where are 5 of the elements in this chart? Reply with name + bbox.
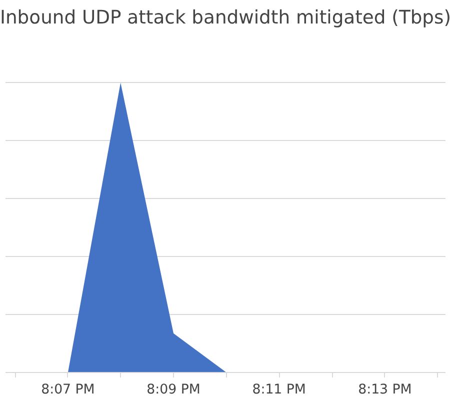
x-tick-label: 8:13 PM: [358, 382, 412, 398]
x-tick-label: 8:11 PM: [252, 382, 306, 398]
chart-title: Inbound UDP attack bandwidth mitigated (Tbps): [0, 8, 450, 28]
x-tick-label: 8:07 PM: [41, 382, 95, 398]
x-tick-label: 8:09 PM: [146, 382, 200, 398]
